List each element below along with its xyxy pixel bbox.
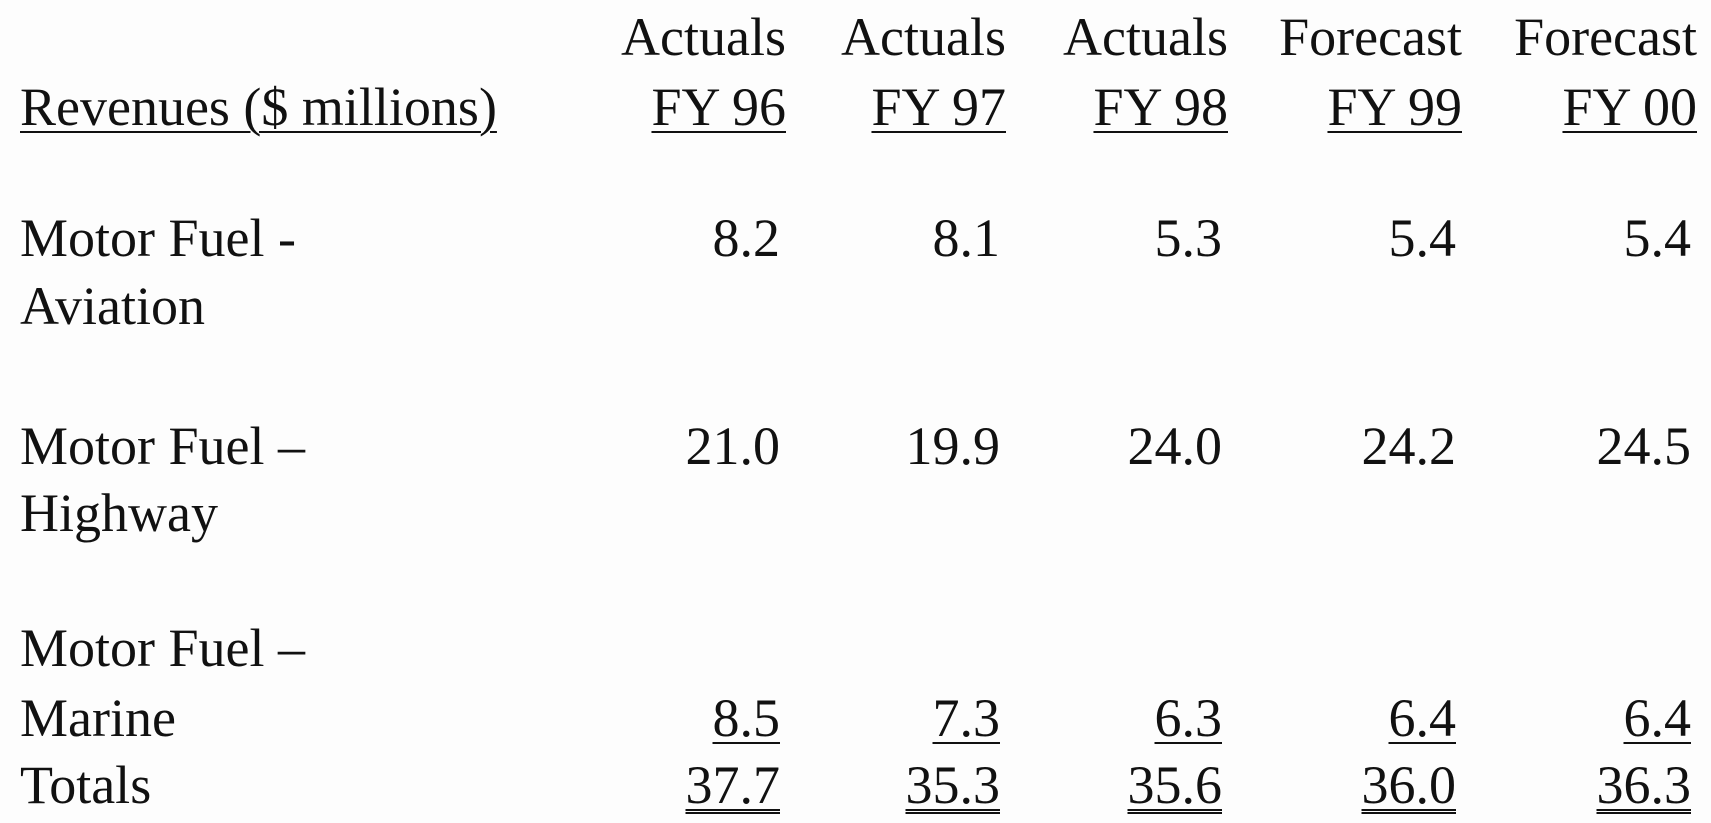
row-label: Marine [20, 688, 176, 748]
column-year: FY 00 [1562, 77, 1697, 137]
cell-value: 7.3 [932, 688, 1001, 748]
total-value: 36.0 [1361, 755, 1457, 815]
cell-value: 5.4 [1623, 208, 1692, 268]
header-label: Revenues ($ millions) [20, 77, 497, 137]
column-kind: Actuals [621, 7, 786, 67]
cell-value: 6.4 [1388, 688, 1457, 748]
column-year: FY 97 [871, 77, 1006, 137]
row-label: Motor Fuel - [20, 208, 296, 268]
row-label: Highway [20, 483, 218, 543]
cell-value: 8.1 [932, 208, 1001, 268]
cell-value: 24.2 [1361, 416, 1457, 476]
cell-value: 19.9 [905, 416, 1001, 476]
total-value: 36.3 [1596, 755, 1692, 815]
column-year: FY 96 [651, 77, 786, 137]
column-kind: Actuals [841, 7, 1006, 67]
total-value: 35.6 [1127, 755, 1223, 815]
total-value: 35.3 [905, 755, 1001, 815]
column-kind: Forecast [1514, 7, 1697, 67]
row-label: Aviation [20, 276, 205, 336]
cell-value: 6.3 [1154, 688, 1223, 748]
cell-value: 24.0 [1127, 416, 1223, 476]
cell-value: 5.4 [1388, 208, 1457, 268]
cell-value: 6.4 [1623, 688, 1692, 748]
cell-value: 21.0 [685, 416, 781, 476]
totals-label: Totals [20, 755, 152, 815]
column-year: FY 98 [1093, 77, 1228, 137]
column-kind: Forecast [1279, 7, 1462, 67]
row-label: Motor Fuel – [20, 618, 306, 678]
cell-value: 5.3 [1154, 208, 1223, 268]
cell-value: 8.5 [712, 688, 781, 748]
cell-value: 24.5 [1596, 416, 1692, 476]
cell-value: 8.2 [712, 208, 781, 268]
row-label: Motor Fuel – [20, 416, 306, 476]
column-year: FY 99 [1327, 77, 1462, 137]
total-value: 37.7 [685, 755, 781, 815]
column-kind: Actuals [1063, 7, 1228, 67]
